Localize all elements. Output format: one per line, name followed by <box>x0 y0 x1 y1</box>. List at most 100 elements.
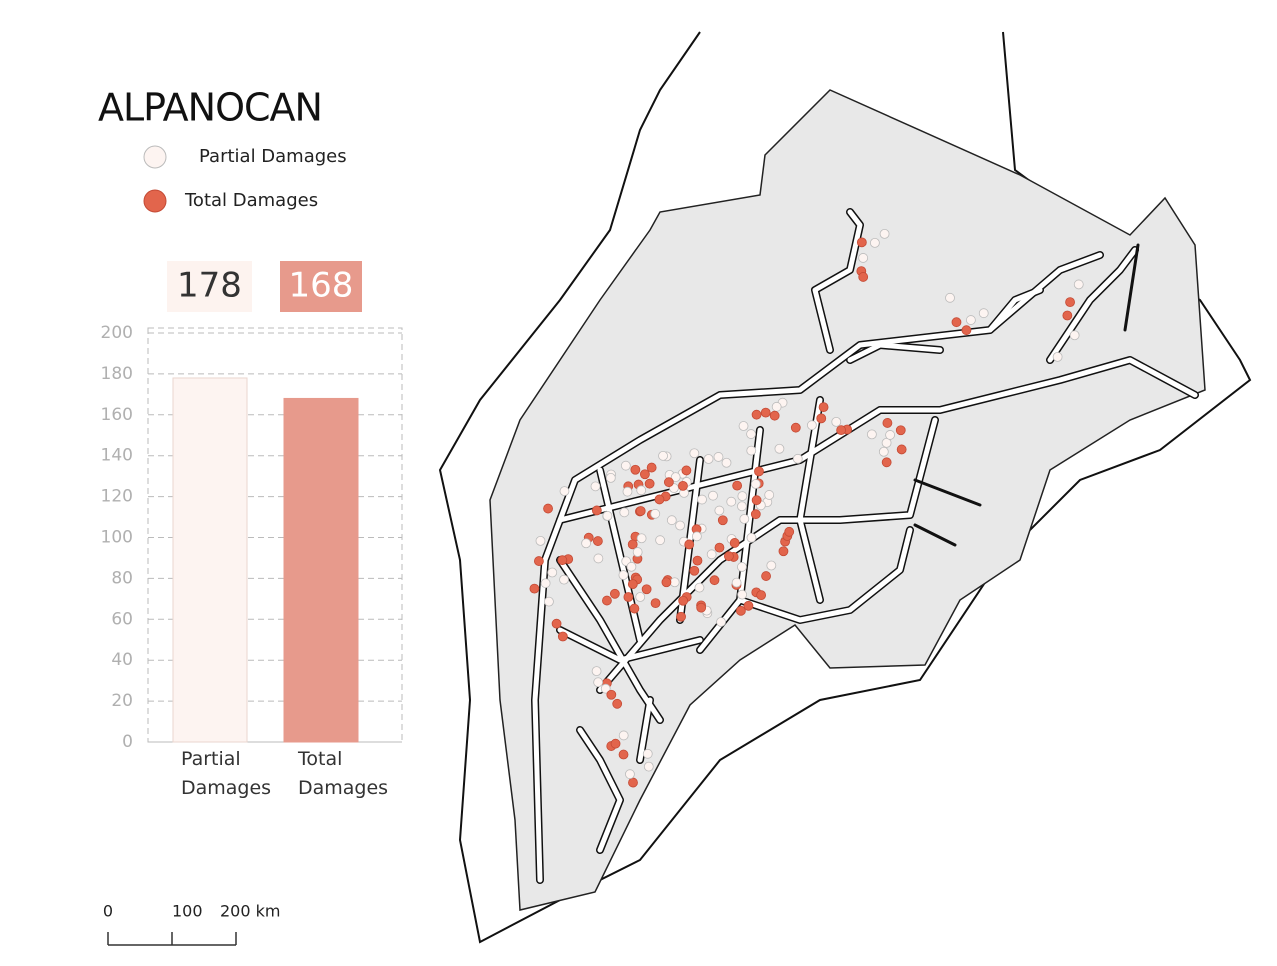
damage-point <box>684 539 695 550</box>
damage-point <box>625 769 635 780</box>
damage-point <box>878 446 889 457</box>
damage-point <box>965 315 976 325</box>
damage-point <box>557 631 568 642</box>
damage-point <box>709 575 720 586</box>
legend-swatch <box>143 189 167 213</box>
damage-point <box>629 603 640 614</box>
count-label: 168 <box>289 266 354 306</box>
bar <box>172 377 248 743</box>
damage-point <box>529 583 540 594</box>
damage-point <box>626 561 637 572</box>
damage-point <box>760 407 771 418</box>
damage-point <box>703 454 714 464</box>
damage-point <box>591 666 602 677</box>
count-box <box>167 261 252 312</box>
damage-point <box>724 551 734 562</box>
y-tick-label: 120 <box>101 487 133 507</box>
damage-point <box>726 496 737 507</box>
damage-point <box>746 445 757 456</box>
damage-point <box>627 539 638 550</box>
damage-point <box>678 595 689 606</box>
damage-point <box>879 228 890 239</box>
y-tick-label: 160 <box>101 405 133 425</box>
damage-point <box>881 437 892 448</box>
damage-point <box>593 677 604 688</box>
y-tick-label: 100 <box>101 528 133 548</box>
damage-point <box>602 510 613 521</box>
damage-point <box>714 505 725 516</box>
roads <box>531 208 1199 884</box>
damage-point <box>961 325 972 336</box>
damage-point <box>681 465 692 476</box>
y-tick-label: 60 <box>111 609 133 629</box>
map-title: ALPANOCAN <box>98 86 322 130</box>
damage-point <box>716 617 726 627</box>
damage-point <box>540 578 551 589</box>
damage-point <box>778 546 789 557</box>
damage-point <box>661 577 672 588</box>
damage-point <box>666 515 677 526</box>
damage-point <box>610 738 621 749</box>
damage-point <box>669 577 680 588</box>
damage-point <box>622 486 633 497</box>
damage-point <box>658 450 668 461</box>
damage-point <box>885 430 895 440</box>
damage-point <box>1052 351 1063 362</box>
damage-point <box>856 237 867 248</box>
damage-point <box>737 501 747 512</box>
damage-point <box>535 535 546 546</box>
damage-point <box>713 452 724 462</box>
damage-point <box>692 555 703 566</box>
scale-label: 0 <box>103 902 113 921</box>
damage-point <box>764 490 775 500</box>
damage-point <box>696 602 707 613</box>
damage-point <box>606 689 617 700</box>
damage-point <box>646 462 657 473</box>
damage-point <box>592 536 603 546</box>
damage-point <box>697 494 707 505</box>
damage-point <box>732 480 743 491</box>
scale-label: 200 km <box>220 902 280 921</box>
damage-point <box>605 472 616 483</box>
damage-point <box>1073 279 1084 290</box>
y-tick-label: 140 <box>101 446 133 466</box>
damage-point <box>818 402 829 413</box>
y-tick-label: 80 <box>111 568 133 588</box>
damage-point <box>618 730 629 741</box>
count-label: 178 <box>177 266 242 306</box>
legend-swatch <box>143 145 167 169</box>
damage-point <box>737 562 747 572</box>
damage-point <box>591 505 602 516</box>
damage-point <box>754 466 764 477</box>
damage-point <box>612 698 623 709</box>
damage-point <box>544 596 554 607</box>
damage-point <box>600 683 611 694</box>
damage-point <box>746 429 756 439</box>
damage-point <box>543 503 553 514</box>
damage-point <box>670 472 681 483</box>
damage-point <box>694 582 705 593</box>
damage-point <box>534 556 544 566</box>
damage-point <box>609 588 620 599</box>
damage-point <box>751 409 762 420</box>
damage-point <box>619 507 630 518</box>
damage-point <box>675 520 685 531</box>
damage-point <box>618 570 629 580</box>
damage-point <box>735 605 746 616</box>
damage-point <box>618 749 629 760</box>
damage-point <box>858 253 869 263</box>
damage-point <box>945 292 955 303</box>
legend: Partial Damages Total Damages <box>143 145 347 213</box>
damage-point <box>642 748 653 759</box>
legend-label: Total Damages <box>184 190 318 211</box>
damage-point <box>1069 330 1080 341</box>
damage-point <box>593 553 604 564</box>
damage-point <box>881 457 892 468</box>
damage-point <box>1062 310 1073 321</box>
damage-point <box>708 490 718 501</box>
damage-point <box>620 460 631 471</box>
damage-point <box>771 401 782 412</box>
damage-point <box>628 777 638 788</box>
bar-chart: 0 20 40 60 80 100 120 140 160 180 200 178 168 <box>101 261 403 752</box>
damage-point <box>650 598 661 609</box>
